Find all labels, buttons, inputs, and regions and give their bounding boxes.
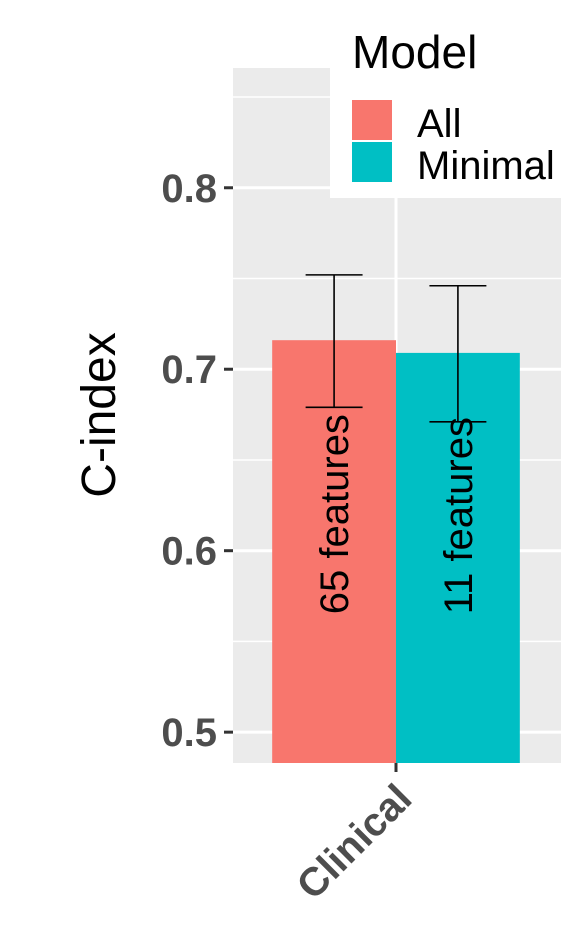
bar-label-all: 65 features — [313, 414, 357, 614]
legend-key-all — [352, 100, 392, 140]
bars-group — [272, 340, 520, 763]
y-axis: 0.5 0.6 0.7 0.8 — [161, 167, 233, 755]
y-axis-title: C-index — [73, 332, 126, 497]
y-tick-label: 0.6 — [161, 530, 217, 574]
x-tick-label: Clinical — [289, 776, 421, 908]
y-tick-label: 0.8 — [161, 167, 217, 211]
legend: Model All Minimal — [330, 20, 561, 198]
legend-key-minimal — [352, 142, 392, 182]
legend-label-minimal: Minimal — [417, 144, 555, 188]
bar-labels-group: 65 features 11 features — [313, 414, 481, 614]
legend-label-all: All — [417, 102, 461, 146]
bar-all — [272, 340, 396, 763]
errorbars-group — [305, 274, 487, 423]
legend-title: Model — [352, 26, 477, 78]
bar-label-minimal: 11 features — [437, 417, 481, 614]
y-tick-label: 0.5 — [161, 711, 217, 755]
x-axis: Clinical — [289, 763, 421, 908]
y-tick-label: 0.7 — [161, 348, 217, 392]
